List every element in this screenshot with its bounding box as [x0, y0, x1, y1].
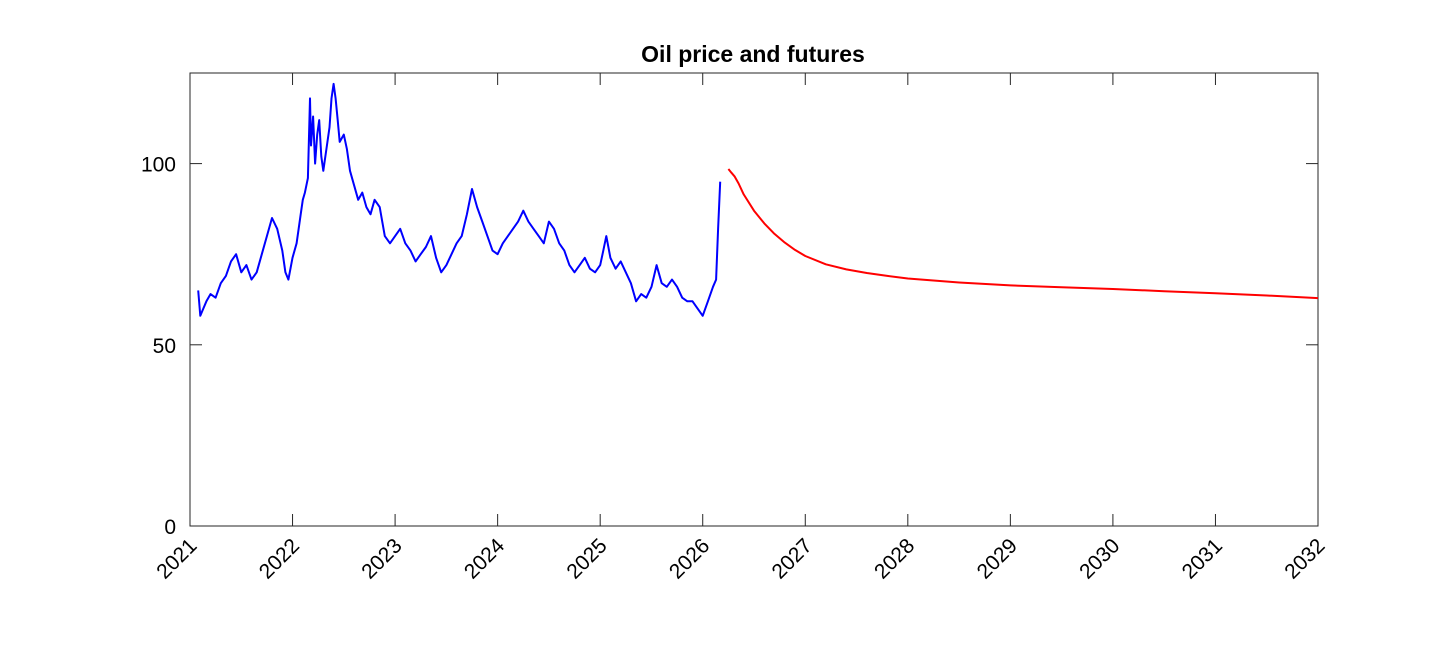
x-tick-label: 2031 [1178, 534, 1227, 583]
plot-area-frame [189, 72, 1319, 527]
series-lines [197, 82, 1319, 317]
y-tick-label: 50 [153, 335, 176, 358]
y-tick-label: 0 [164, 516, 176, 539]
x-tick-label: 2023 [357, 534, 406, 583]
x-tick-label: 2022 [255, 534, 304, 583]
x-tick-label: 2029 [973, 534, 1022, 583]
x-tick-label: 2026 [665, 534, 714, 583]
chart-title: Oil price and futures [641, 41, 865, 67]
axis-ticks: 2021 2022 2023 2024 2025 2026 2027 2028 2029 2030… [141, 73, 1330, 584]
x-tick-label: 2028 [870, 534, 919, 583]
y-tick-label: 100 [141, 154, 176, 177]
x-tick-label: 2021 [152, 534, 201, 583]
series-line-oil-price [197, 82, 722, 317]
x-tick-label: 2024 [460, 534, 510, 584]
x-tick-label: 2025 [562, 534, 611, 583]
series-line-futures [727, 168, 1319, 300]
x-tick-label: 2030 [1075, 534, 1124, 583]
x-tick-label: 2027 [768, 534, 817, 583]
x-tick-label: 2032 [1280, 534, 1329, 583]
